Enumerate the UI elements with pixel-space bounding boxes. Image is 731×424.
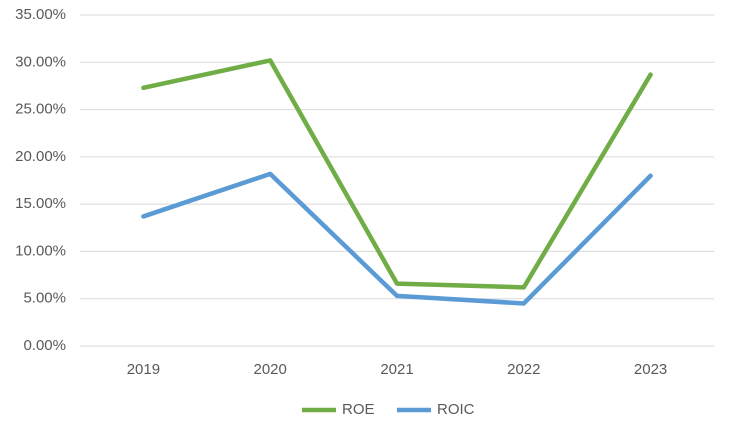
y-tick-label: 5.00% bbox=[23, 290, 66, 307]
legend-label: ROE bbox=[342, 401, 375, 418]
x-tick-label: 2021 bbox=[380, 361, 413, 378]
line-series bbox=[141, 171, 653, 306]
y-tick-label: 10.00% bbox=[15, 242, 66, 259]
y-tick-label: 25.00% bbox=[15, 101, 66, 118]
x-tick-label: 2020 bbox=[254, 361, 287, 378]
y-tick-label: 15.00% bbox=[15, 195, 66, 212]
y-tick-label: 0.00% bbox=[23, 337, 66, 354]
y-tick-label: 30.00% bbox=[15, 53, 66, 70]
x-tick-label: 2019 bbox=[127, 361, 160, 378]
x-tick-label: 2022 bbox=[507, 361, 540, 378]
x-tick-label: 2023 bbox=[634, 361, 667, 378]
y-tick-label: 20.00% bbox=[15, 148, 66, 165]
legend-label: ROIC bbox=[437, 401, 475, 418]
line-series bbox=[141, 58, 653, 290]
y-tick-label: 35.00% bbox=[15, 6, 66, 23]
